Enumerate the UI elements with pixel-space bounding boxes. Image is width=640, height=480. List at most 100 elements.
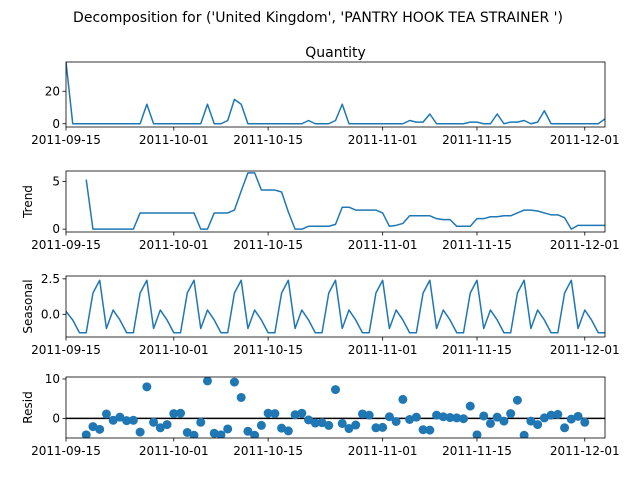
resid-point — [169, 409, 179, 419]
resid-point — [310, 418, 320, 428]
resid-point — [256, 420, 266, 430]
x-tick-label: 2011-10-01 — [139, 133, 209, 147]
resid-point — [344, 424, 354, 434]
resid-point — [101, 409, 111, 419]
y-tick-label: 0 — [52, 117, 60, 131]
resid-point — [229, 377, 239, 387]
resid-point — [290, 410, 300, 420]
resid-point — [364, 410, 374, 420]
resid-point — [135, 427, 145, 437]
series-line — [66, 279, 605, 334]
x-tick-label: 2011-10-01 — [139, 444, 209, 458]
resid-point — [263, 408, 273, 418]
x-tick-label: 2011-11-01 — [348, 133, 418, 147]
resid-point — [573, 411, 583, 421]
y-axis-label: Resid — [21, 391, 35, 423]
resid-point — [411, 412, 421, 422]
plot-area — [66, 279, 605, 334]
figure-suptitle: Decomposition for ('United Kingdom', 'PA… — [73, 10, 563, 26]
x-tick-label: 2011-10-15 — [233, 343, 303, 357]
resid-point — [519, 430, 529, 438]
resid-point — [371, 423, 381, 433]
resid-point — [465, 401, 475, 411]
resid-point — [250, 430, 260, 438]
resid-point — [425, 425, 435, 435]
resid-point — [378, 422, 388, 432]
resid-point — [533, 420, 543, 430]
resid-point — [351, 420, 361, 430]
x-tick-label: 2011-11-15 — [442, 238, 512, 252]
resid-panel: Resid 0 10 2011-09-15 2011-10-01 2011-10-15 20… — [21, 372, 620, 458]
resid-point — [546, 410, 556, 420]
x-tick-label: 2011-12-01 — [550, 343, 620, 357]
plot-area — [66, 62, 605, 125]
x-tick-label: 2011-11-15 — [442, 343, 512, 357]
resid-point — [223, 424, 233, 434]
resid-point — [357, 409, 367, 419]
resid-point — [492, 412, 502, 422]
resid-point — [384, 412, 394, 422]
resid-point — [580, 417, 590, 427]
resid-point — [445, 413, 455, 423]
axes-frame — [65, 61, 606, 128]
y-tick-label: 20 — [45, 84, 60, 98]
resid-point — [196, 417, 206, 427]
x-tick-label: 2011-10-15 — [233, 444, 303, 458]
x-tick-label: 2011-10-01 — [139, 343, 209, 357]
plot-area — [66, 377, 605, 438]
resid-point — [122, 416, 132, 426]
resid-point — [142, 382, 152, 392]
x-tick-label: 2011-12-01 — [550, 238, 620, 252]
y-tick-label: 0 — [52, 411, 60, 425]
resid-point — [438, 412, 448, 422]
resid-point — [81, 430, 91, 438]
x-tick-label: 2011-09-15 — [31, 444, 101, 458]
resid-point — [216, 430, 226, 438]
resid-point — [155, 423, 165, 433]
series-line — [85, 172, 605, 230]
axes-frame — [65, 376, 606, 439]
x-tick-label: 2011-10-01 — [139, 238, 209, 252]
resid-point — [95, 424, 105, 434]
resid-point — [149, 417, 159, 427]
x-tick-label: 2011-12-01 — [550, 133, 620, 147]
resid-point — [479, 411, 489, 421]
x-tick-label: 2011-09-15 — [31, 343, 101, 357]
y-tick-label: 2.5 — [41, 272, 60, 286]
resid-point — [88, 422, 98, 432]
resid-point — [162, 420, 172, 430]
y-tick-label: 0 — [52, 222, 60, 236]
resid-point — [512, 395, 522, 405]
resid-point — [304, 415, 314, 425]
resid-point — [176, 408, 186, 418]
resid-point — [432, 410, 442, 420]
resid-point — [472, 430, 482, 438]
panel-title: Quantity — [305, 45, 366, 61]
plot-area — [85, 172, 605, 230]
resid-point — [115, 412, 125, 422]
resid-point — [526, 416, 536, 426]
resid-point — [499, 416, 509, 426]
resid-point — [202, 377, 212, 386]
resid-point — [108, 415, 118, 425]
resid-point — [270, 409, 280, 419]
trend-panel: Trend 0 5 2011-09-15 2011-10-01 2011-10-15 201… — [21, 170, 620, 252]
x-tick-label: 2011-11-01 — [348, 238, 418, 252]
resid-point — [506, 409, 516, 419]
resid-point — [331, 385, 340, 395]
resid-point — [189, 430, 199, 438]
series-line — [66, 62, 605, 125]
y-tick-label: 10 — [45, 372, 60, 386]
resid-point — [297, 408, 307, 418]
quantity-panel: Quantity 0 20 2011-09-15 2011-10-01 2011-10-1… — [31, 45, 620, 147]
resid-point — [539, 413, 549, 423]
resid-point — [182, 427, 192, 437]
resid-point — [243, 426, 253, 436]
resid-point — [418, 425, 428, 435]
resid-point — [324, 420, 334, 430]
resid-point — [209, 428, 219, 438]
x-tick-label: 2011-11-01 — [348, 444, 418, 458]
x-tick-label: 2011-11-15 — [442, 444, 512, 458]
x-tick-label: 2011-11-01 — [348, 343, 418, 357]
